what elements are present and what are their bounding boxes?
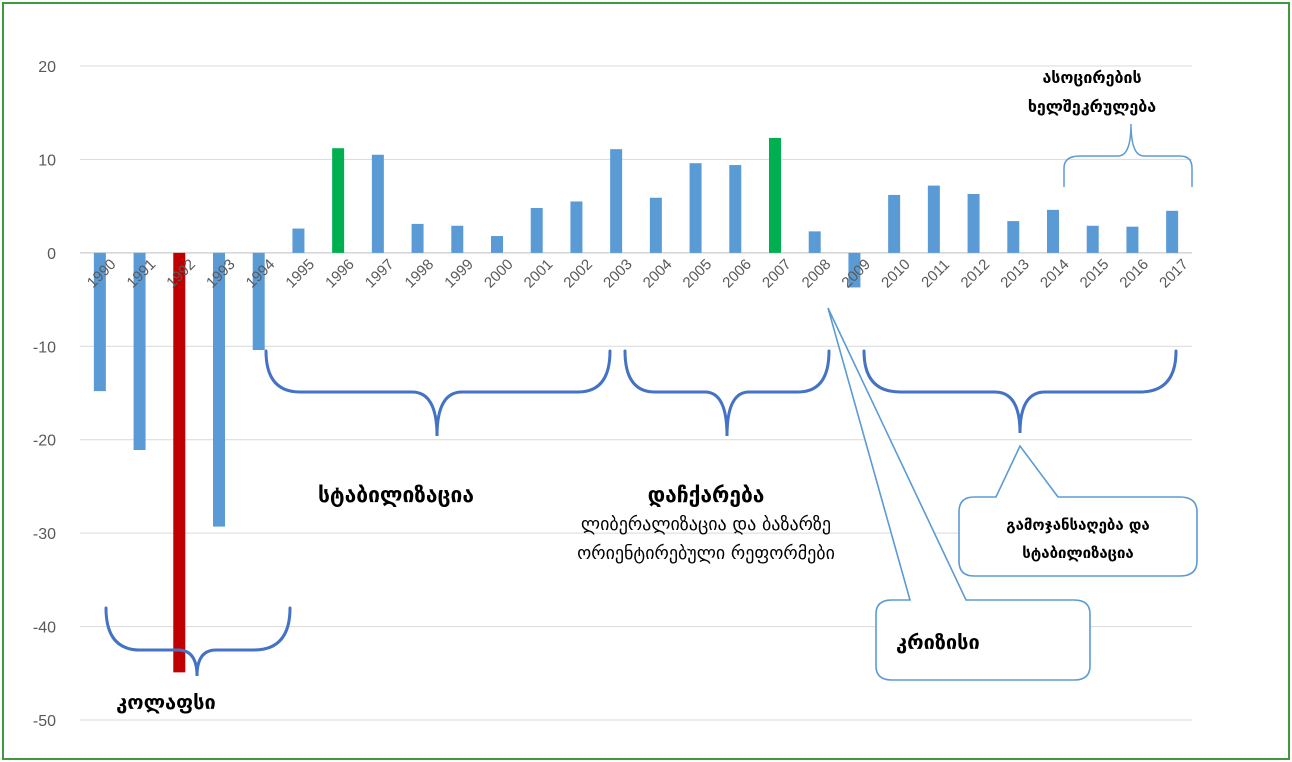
x-tick-label: 2010 — [878, 256, 914, 292]
x-tick-label: 2004 — [640, 256, 676, 292]
bar-2009 — [848, 252, 861, 288]
x-tick-label: 2005 — [680, 256, 716, 292]
bar-2011 — [927, 185, 940, 253]
bar-2002 — [570, 201, 583, 253]
x-tick-label: 1996 — [322, 256, 358, 292]
x-tick-label: 2014 — [1037, 256, 1073, 292]
x-tick-label: 2013 — [997, 256, 1033, 292]
x-tick-label: 2015 — [1077, 256, 1113, 292]
bar-2017 — [1166, 210, 1179, 253]
x-tick-label: 2012 — [958, 256, 994, 292]
bar-2001 — [530, 208, 543, 253]
bar-1994 — [252, 252, 265, 351]
x-tick-label: 2008 — [799, 256, 835, 292]
bar-2006 — [729, 165, 742, 253]
bar-2013 — [1007, 221, 1020, 253]
x-tick-label: 2007 — [759, 256, 795, 292]
label-acceleration-line1: ლიბერალიზაცია და ბაზარზე — [581, 514, 831, 535]
bar-2014 — [1047, 209, 1059, 253]
bar-2010 — [888, 194, 901, 253]
bar-1997 — [371, 154, 384, 253]
label-collapse: კოლაფსი — [116, 690, 216, 714]
x-tick-label: 1998 — [402, 256, 438, 292]
brace-association — [1063, 123, 1193, 187]
y-tick-label: -10 — [33, 339, 56, 356]
callout-recovery — [958, 444, 1198, 577]
label-acceleration: დაჩქარება — [648, 483, 765, 507]
x-tick-label: 2001 — [521, 256, 557, 292]
x-tick-label: 1995 — [282, 256, 318, 292]
y-axis: 20 10 0 -10 -20 -30 -40 -50 — [33, 59, 56, 730]
bar-1999 — [451, 225, 464, 253]
callout-crisis — [827, 307, 1091, 681]
bar-1990 — [93, 252, 106, 392]
bar-2004 — [649, 197, 662, 253]
brace-stabilization — [264, 349, 612, 437]
x-tick-label: 2011 — [918, 256, 953, 291]
bar-2016 — [1126, 226, 1139, 253]
bar-2000 — [491, 236, 503, 253]
bar-1998 — [411, 223, 424, 253]
y-tick-label: -40 — [33, 620, 56, 637]
label-association-line1: ასოცირების — [1042, 68, 1141, 87]
label-association-line2: ხელშეკრულება — [1028, 97, 1156, 116]
label-recovery-line1: გამოჯანსაღება და — [1006, 516, 1149, 534]
x-tick-label: 1999 — [441, 256, 477, 292]
x-tick-label: 2017 — [1156, 256, 1192, 292]
label-crisis: კრიზისი — [896, 630, 980, 654]
label-recovery-line2: სტაბილიზაცია — [1022, 544, 1133, 562]
y-tick-label: -30 — [33, 526, 56, 543]
bar-2007 — [769, 137, 781, 253]
bar-1993 — [213, 252, 225, 527]
bar-2003 — [610, 149, 623, 253]
bar-2012 — [967, 193, 980, 253]
bar-1991 — [133, 252, 146, 450]
bar-1996 — [332, 148, 345, 253]
bars — [93, 137, 1179, 673]
x-tick-label: 2002 — [560, 256, 596, 292]
y-tick-label: 0 — [47, 246, 56, 263]
bar-1992 — [173, 252, 186, 673]
y-tick-label: 20 — [38, 59, 56, 76]
x-tick-label: 2000 — [481, 256, 517, 292]
y-tick-label: -20 — [33, 433, 56, 450]
brace-recovery — [862, 349, 1178, 434]
x-tick-label: 2016 — [1116, 256, 1152, 292]
label-stabilization: სტაბილიზაცია — [318, 483, 474, 507]
bar-2005 — [689, 163, 702, 253]
x-axis: 1990 1991 1992 1993 1994 1995 1996 1997 1998 1999… — [84, 256, 1192, 292]
label-acceleration-line2: ორიენტირებული რეფორმები — [577, 543, 835, 564]
bar-1995 — [292, 228, 305, 253]
x-tick-label: 2006 — [719, 256, 755, 292]
bar-2008 — [808, 231, 821, 253]
y-tick-label: -50 — [33, 713, 56, 730]
x-tick-label: 2003 — [600, 256, 636, 292]
y-tick-label: 10 — [38, 152, 56, 169]
bar-2015 — [1086, 225, 1099, 253]
x-tick-label: 1997 — [362, 256, 398, 292]
brace-acceleration — [623, 349, 831, 437]
brace-collapse — [104, 606, 292, 677]
